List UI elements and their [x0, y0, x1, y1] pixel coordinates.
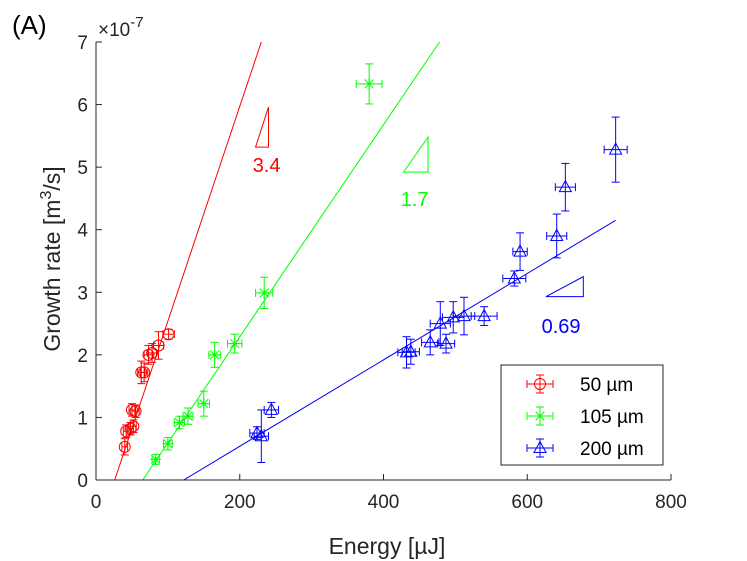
series-2-marker-7-d2 — [229, 338, 240, 349]
series-3-point-14 — [546, 213, 568, 259]
series-3-point-12 — [502, 270, 527, 287]
series-2-fit-line — [142, 42, 440, 480]
series-3-point-6 — [421, 329, 440, 356]
y-tick-label-6: 5 — [77, 158, 88, 179]
legend-entry-3-marker — [533, 440, 547, 453]
y-tick-label-1: 0 — [77, 471, 88, 492]
series-3-slope-triangle — [545, 275, 584, 298]
series-1-marker-11 — [152, 339, 165, 352]
series-2-marker-8-d2 — [259, 288, 269, 298]
series-3-marker-2 — [254, 428, 269, 442]
x-tick-label-4: 600 — [511, 492, 543, 513]
series-2-marker-1 — [150, 453, 162, 465]
series-2-marker-9-d2 — [364, 79, 374, 89]
series-1-point-6 — [131, 404, 140, 418]
series-1-marker-10 — [146, 346, 159, 359]
series-2-marker-5 — [198, 398, 210, 410]
y-tick-label-5: 4 — [77, 221, 88, 242]
series-2-slope-label: 1.7 — [401, 189, 429, 211]
legend-entry-2-marker — [534, 410, 546, 422]
y-multiplier-base: ×10 — [98, 20, 130, 41]
y-axis-label-suffix: /s] — [39, 166, 65, 190]
series-3-marker-7 — [433, 316, 448, 329]
legend-entry-1-marker — [534, 378, 546, 390]
legend-box — [500, 364, 664, 466]
series-1-point-5 — [129, 419, 138, 433]
series-2-marker-6 — [209, 349, 221, 361]
series-3-fit-line — [183, 219, 616, 480]
series-3-marker-11 — [477, 308, 491, 322]
series-1-marker-8 — [138, 366, 151, 379]
series-3-point-13 — [512, 232, 528, 271]
series-1-marker-5 — [127, 420, 140, 433]
y-axis-label-sup: 3 — [38, 191, 55, 200]
series-2-marker-3-d2 — [174, 417, 185, 428]
series-1-marker-12 — [162, 328, 175, 341]
series-2-marker-6-d2 — [209, 350, 220, 360]
y-tick-label-8: 7 — [77, 33, 88, 54]
series-3-marker-10 — [457, 308, 471, 322]
series-2-slope-triangle — [402, 135, 429, 173]
series-2-marker-1-d2 — [150, 454, 161, 465]
series-2-marker-5-d2 — [199, 398, 209, 409]
series-2-marker-9 — [363, 78, 375, 90]
series-3-point-8 — [436, 333, 456, 354]
y-multiplier-exponent: -7 — [130, 14, 143, 31]
y-tick-label-4: 3 — [77, 283, 88, 304]
legend-entry-2-marker-d2 — [535, 411, 545, 421]
data-markers — [118, 63, 628, 465]
legend-entry-3-label: 200 µm — [580, 439, 644, 460]
series-2-marker-4-d2 — [183, 411, 193, 421]
series-3-slope-label: 0.69 — [542, 316, 581, 338]
legend-entry-1-errorbar — [526, 374, 554, 394]
legend: 50 µm 105 µm 200 µm — [500, 364, 664, 466]
y-tick-label-7: 6 — [77, 96, 88, 117]
series-3-point-16 — [603, 116, 628, 183]
legend-entry-1-label: 50 µm — [580, 375, 633, 396]
y-tick-labels: 0 1 2 3 4 5 6 7 — [77, 33, 88, 492]
series-3-marker-15 — [558, 179, 573, 193]
series-1-slope-triangle — [254, 106, 269, 148]
legend-entries: 50 µm 105 µm 200 µm — [526, 374, 644, 460]
series-1-marker-6 — [129, 405, 142, 418]
slope-annotations: 3.4 1.7 0.69 — [253, 106, 584, 338]
series-3-marker-6 — [423, 334, 438, 348]
y-tick-label-2: 1 — [77, 408, 88, 429]
y-tick-label-3: 2 — [77, 346, 88, 367]
series-2-marker-4 — [182, 410, 194, 422]
series-3-marker-13 — [513, 244, 527, 257]
series-2-marker-8 — [258, 287, 270, 299]
y-axis-label: Growth rate [m3/s] — [38, 166, 65, 351]
series-2-marker-2-d2 — [163, 438, 173, 449]
series-3-marker-12 — [507, 270, 522, 284]
series-2-marker-3 — [173, 416, 185, 428]
series-2-marker-7 — [229, 338, 241, 350]
y-multiplier: ×10-7 — [98, 14, 144, 41]
x-tick-labels: 0 200 400 600 800 — [91, 492, 687, 513]
series-3-marker-8 — [439, 336, 453, 349]
series-1-slope-label: 3.4 — [253, 155, 281, 177]
x-tick-label-5: 800 — [655, 492, 687, 513]
x-tick-label-2: 200 — [224, 492, 256, 513]
x-axis-label: Energy [µJ] — [329, 533, 446, 559]
series-1-point-8 — [140, 362, 149, 383]
legend-entry-2-label: 105 µm — [580, 407, 644, 428]
series-3-point-2 — [253, 409, 269, 463]
axes — [95, 41, 672, 481]
y-axis-label-prefix: Growth rate [m — [39, 200, 65, 352]
x-tick-label-1: 0 — [91, 492, 102, 513]
series-3-marker-3 — [264, 402, 279, 415]
series-2-marker-2 — [162, 438, 174, 450]
series-3-marker-5 — [403, 344, 418, 357]
series-3-point-5 — [401, 338, 420, 365]
series-1-marker-1 — [118, 440, 131, 453]
x-tick-label-3: 400 — [368, 492, 400, 513]
series-3-marker-16 — [608, 142, 623, 155]
panel-label: (A) — [12, 10, 47, 40]
series-3-point-15 — [554, 162, 576, 212]
series-3-marker-14 — [549, 228, 564, 241]
